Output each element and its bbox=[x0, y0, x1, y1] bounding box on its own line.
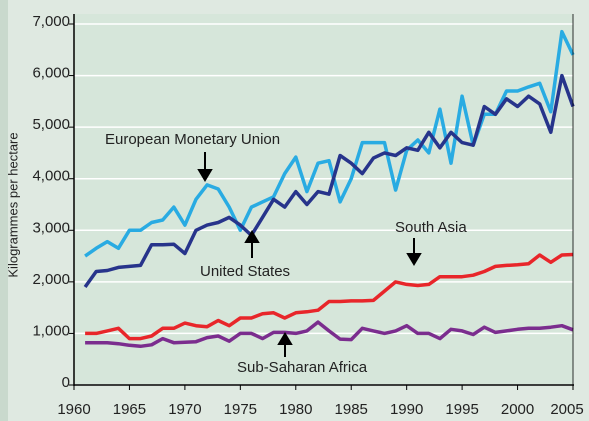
y-tick-label: 0 bbox=[62, 374, 70, 391]
x-tick-label: 1985 bbox=[335, 401, 368, 418]
y-tick-label: 7,000 bbox=[32, 13, 70, 30]
x-tick-label: 1975 bbox=[224, 401, 257, 418]
plot-area bbox=[74, 14, 573, 385]
x-tick-label: 1995 bbox=[445, 401, 478, 418]
x-tick-label: 2005 bbox=[550, 401, 583, 418]
arrowhead bbox=[244, 230, 260, 243]
lines bbox=[83, 29, 575, 349]
y-tick-label: 4,000 bbox=[32, 168, 70, 185]
x-tick-label: 1990 bbox=[390, 401, 423, 418]
y-tick-label: 5,000 bbox=[32, 116, 70, 133]
y-tick-label: 6,000 bbox=[32, 65, 70, 82]
arrows bbox=[197, 152, 422, 357]
y-axis-label: Kilogrammes per hectare bbox=[5, 132, 20, 277]
series-line bbox=[85, 252, 574, 341]
annotation: South Asia bbox=[395, 219, 467, 236]
x-tick-label: 1970 bbox=[168, 401, 201, 418]
y-tick-label: 1,000 bbox=[32, 322, 70, 339]
series-line bbox=[83, 73, 575, 289]
series-line bbox=[84, 29, 575, 258]
x-tick-label: 1980 bbox=[279, 401, 312, 418]
arrowhead bbox=[406, 253, 422, 266]
x-tick-label: 2000 bbox=[501, 401, 534, 418]
series-line bbox=[85, 320, 574, 349]
annotation: Sub-Saharan Africa bbox=[237, 359, 368, 376]
x-tick-label: 1960 bbox=[57, 401, 90, 418]
annotation: European Monetary Union bbox=[105, 131, 280, 148]
arrowhead bbox=[277, 332, 293, 345]
y-tick-label: 2,000 bbox=[32, 271, 70, 288]
y-tick-label: 3,000 bbox=[32, 219, 70, 236]
x-tick-label: 1965 bbox=[113, 401, 146, 418]
side-strip bbox=[0, 0, 8, 421]
arrowhead bbox=[197, 169, 213, 182]
grid bbox=[74, 14, 573, 386]
annotation: United States bbox=[200, 263, 290, 280]
